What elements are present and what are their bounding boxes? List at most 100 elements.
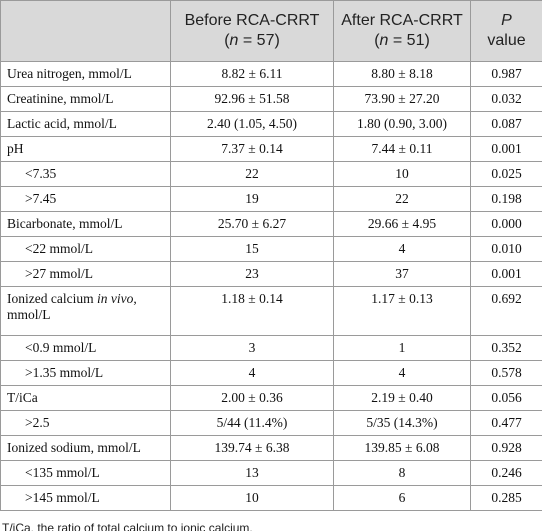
row-label: >27 mmol/L (0, 261, 171, 287)
row-label: >1.35 mmol/L (0, 360, 171, 386)
header-line: Before RCA-CRRT (172, 11, 332, 31)
header-cell: Before RCA-CRRT (n = 57) (170, 0, 334, 62)
table-row: Ionized calcium in vivo, mmol/L 1.18 ± 0.… (0, 286, 542, 336)
row-label: >7.45 (0, 186, 171, 212)
footnote: T/iCa, the ratio of total calcium to ion… (2, 521, 253, 531)
value-cell: 0.000 (470, 211, 542, 237)
value-cell: 0.987 (470, 61, 542, 87)
table-row: Lactic acid, mmol/L 2.40 (1.05, 4.50) 1.80… (0, 111, 542, 137)
row-label: >145 mmol/L (0, 485, 171, 511)
table-row: Bicarbonate, mmol/L 25.70 ± 6.27 29.66 ± 4… (0, 211, 542, 237)
value-cell: 2.19 ± 0.40 (333, 385, 471, 411)
header-line: (n = 51) (335, 31, 469, 51)
value-cell: 0.001 (470, 261, 542, 287)
value-cell: 29.66 ± 4.95 (333, 211, 471, 237)
table-row: Urea nitrogen, mmol/L 8.82 ± 6.11 8.80 ± 8… (0, 61, 542, 87)
value-cell: 0.477 (470, 410, 542, 436)
row-label: Bicarbonate, mmol/L (0, 211, 171, 237)
text-segment: P (501, 12, 512, 29)
row-label: pH (0, 136, 171, 162)
row-label: Urea nitrogen, mmol/L (0, 61, 171, 87)
row-label: Lactic acid, mmol/L (0, 111, 171, 137)
value-cell: 0.032 (470, 86, 542, 112)
value-cell: 73.90 ± 27.20 (333, 86, 471, 112)
value-cell: 8 (333, 460, 471, 486)
text-segment: value (487, 32, 526, 49)
value-cell: 0.352 (470, 335, 542, 361)
table-row: >1.35 mmol/L 4 4 0.578 (0, 360, 542, 386)
header-line: (n = 57) (172, 31, 332, 51)
text-segment: Before RCA-CRRT (184, 12, 320, 29)
value-cell: 8.80 ± 8.18 (333, 61, 471, 87)
value-cell: 37 (333, 261, 471, 287)
row-label: >2.5 (0, 410, 171, 436)
value-cell: 1.17 ± 0.13 (333, 286, 471, 336)
row-label: Ionized sodium, mmol/L (0, 435, 171, 461)
value-cell: 3 (170, 335, 334, 361)
value-cell: 0.056 (470, 385, 542, 411)
text-segment: ( (374, 32, 380, 49)
value-cell: 139.74 ± 6.38 (170, 435, 334, 461)
value-cell: 1.80 (0.90, 3.00) (333, 111, 471, 137)
value-cell: 15 (170, 236, 334, 262)
value-cell: 4 (333, 236, 471, 262)
value-cell: 22 (170, 161, 334, 187)
value-cell: 0.010 (470, 236, 542, 262)
value-cell: 8.82 ± 6.11 (170, 61, 334, 87)
text-segment: Ionized calcium (7, 291, 97, 306)
value-cell: 4 (170, 360, 334, 386)
text-segment: = 57) (238, 32, 280, 49)
value-cell: 23 (170, 261, 334, 287)
value-cell: 13 (170, 460, 334, 486)
value-cell: 0.198 (470, 186, 542, 212)
text-segment: in vivo (96, 291, 134, 306)
value-cell: 5/44 (11.4%) (170, 410, 334, 436)
value-cell: 0.285 (470, 485, 542, 511)
value-cell: 6 (333, 485, 471, 511)
table-row: <7.35 22 10 0.025 (0, 161, 542, 187)
value-cell: 0.578 (470, 360, 542, 386)
value-cell: 22 (333, 186, 471, 212)
table-row: >145 mmol/L 10 6 0.285 (0, 485, 542, 511)
header-line: value (472, 31, 541, 51)
text-segment: After RCA-CRRT (341, 12, 463, 29)
text-segment: = 51) (388, 32, 430, 49)
text-segment: n (229, 32, 239, 49)
value-cell: 0.001 (470, 136, 542, 162)
table-row: T/iCa 2.00 ± 0.36 2.19 ± 0.40 0.056 (0, 385, 542, 411)
value-cell: 10 (333, 161, 471, 187)
table-row: <0.9 mmol/L 3 1 0.352 (0, 335, 542, 361)
table-row: >7.45 19 22 0.198 (0, 186, 542, 212)
value-cell: 0.025 (470, 161, 542, 187)
table-row: pH 7.37 ± 0.14 7.44 ± 0.11 0.001 (0, 136, 542, 162)
row-label: Ionized calcium in vivo, mmol/L (0, 286, 171, 336)
value-cell: 2.00 ± 0.36 (170, 385, 334, 411)
value-cell: 10 (170, 485, 334, 511)
value-cell: 0.928 (470, 435, 542, 461)
text-segment: , mmol/L (7, 291, 137, 322)
header-cell: After RCA-CRRT (n = 51) (333, 0, 471, 62)
row-label: T/iCa (0, 385, 171, 411)
data-table: Before RCA-CRRT (n = 57) After RCA-CRRT (n … (0, 0, 542, 511)
table-row: >27 mmol/L 23 37 0.001 (0, 261, 542, 287)
value-cell: 0.087 (470, 111, 542, 137)
value-cell: 92.96 ± 51.58 (170, 86, 334, 112)
value-cell: 1 (333, 335, 471, 361)
row-label: Creatinine, mmol/L (0, 86, 171, 112)
value-cell: 7.44 ± 0.11 (333, 136, 471, 162)
value-cell: 1.18 ± 0.14 (170, 286, 334, 336)
value-cell: 19 (170, 186, 334, 212)
text-segment: ( (224, 32, 230, 49)
value-cell: 0.692 (470, 286, 542, 336)
row-label: <0.9 mmol/L (0, 335, 171, 361)
table-row: <135 mmol/L 13 8 0.246 (0, 460, 542, 486)
row-label: <7.35 (0, 161, 171, 187)
header-line: P (472, 11, 541, 31)
table-row: Ionized sodium, mmol/L 139.74 ± 6.38 139.8… (0, 435, 542, 461)
header-row: Before RCA-CRRT (n = 57) After RCA-CRRT (n … (0, 0, 542, 62)
row-label: <135 mmol/L (0, 460, 171, 486)
value-cell: 139.85 ± 6.08 (333, 435, 471, 461)
value-cell: 5/35 (14.3%) (333, 410, 471, 436)
